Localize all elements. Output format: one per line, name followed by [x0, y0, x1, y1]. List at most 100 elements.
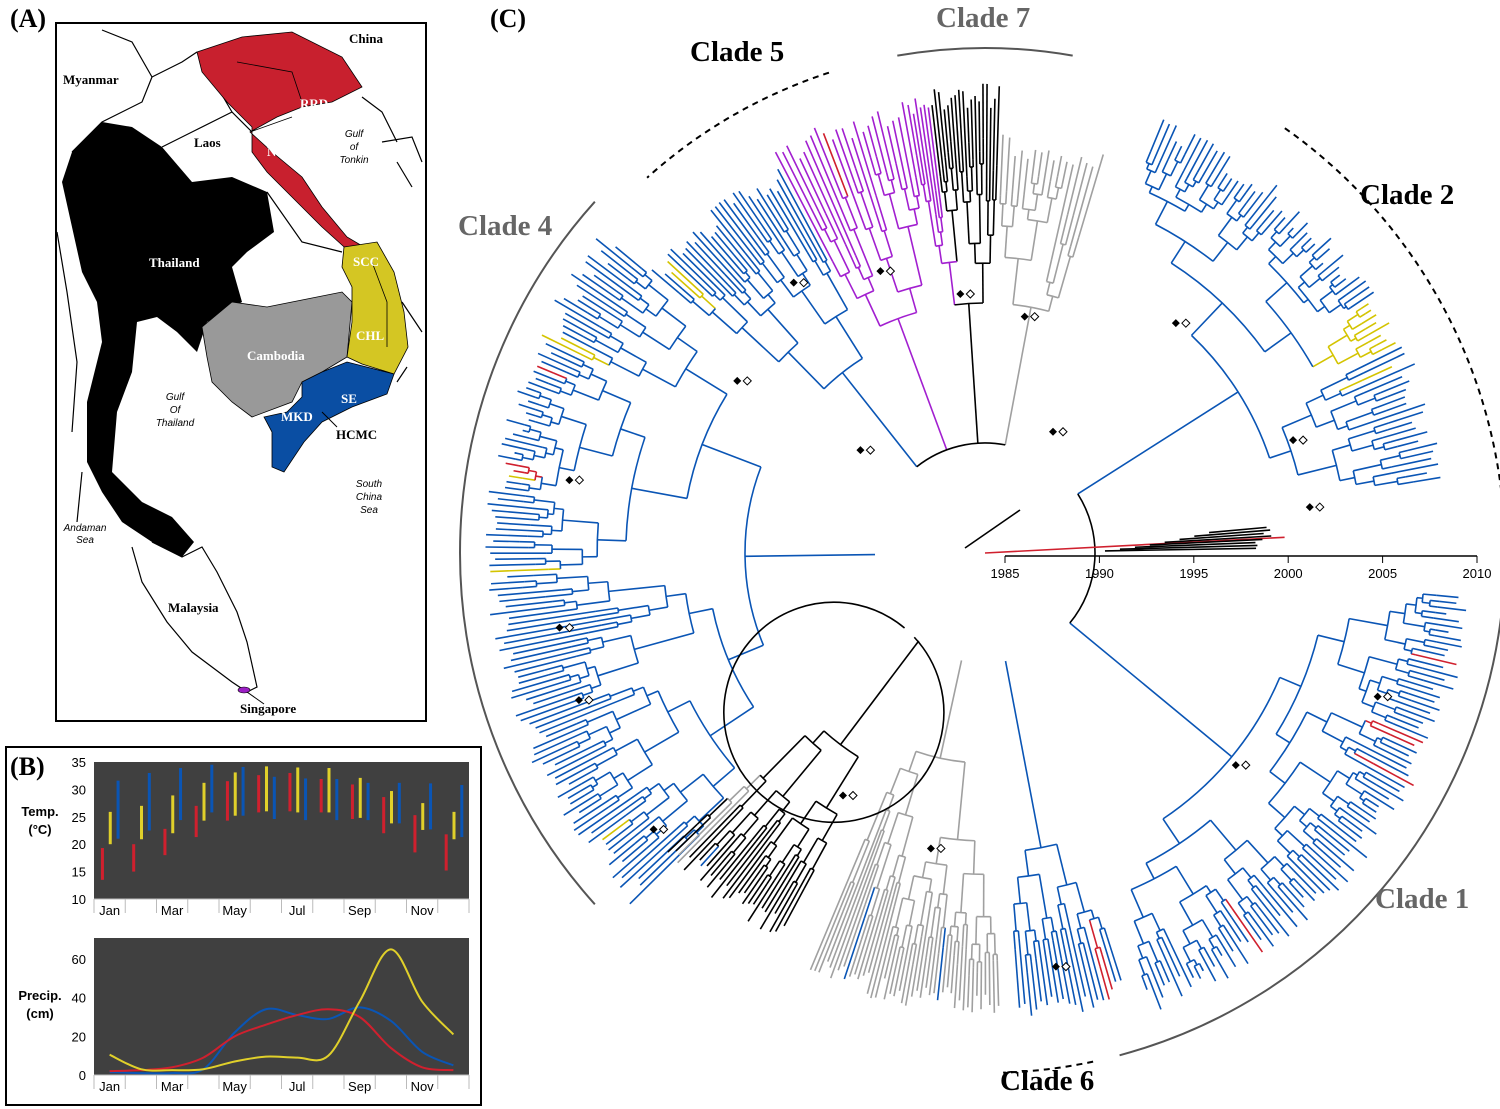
tree-branch: [560, 563, 583, 566]
tree-branch: [1046, 181, 1052, 198]
tree-branch: [1185, 963, 1190, 968]
tree-branch: [648, 284, 669, 301]
tree-branch: [1420, 610, 1424, 617]
tree-branch: [632, 686, 644, 692]
tree-branch: [1146, 163, 1150, 170]
tree-tip: [563, 796, 594, 816]
tree-tip: [943, 109, 949, 153]
tree-branch: [574, 637, 588, 642]
tree-branch: [751, 824, 765, 841]
tree-tip: [936, 947, 944, 1001]
tree-branch: [1373, 409, 1387, 416]
tree-branch: [1337, 352, 1359, 365]
tree-tip: [504, 437, 543, 449]
tree-tip: [1072, 162, 1088, 216]
tree-tip: [1428, 651, 1445, 657]
tree-branch: [909, 926, 913, 935]
tree-branch: [685, 368, 728, 395]
tree-tip: [974, 95, 978, 181]
tree-branch: [1145, 956, 1154, 974]
tree-branch: [529, 437, 540, 442]
tree-branch: [1359, 797, 1365, 802]
label-laos: Laos: [194, 135, 221, 150]
sea-south-china-2: China: [356, 492, 383, 503]
tree-branch: [1289, 242, 1297, 251]
tree-branch: [1004, 226, 1008, 258]
tree-branch: [764, 874, 769, 880]
tree-branch: [596, 753, 618, 767]
tree-branch: [1249, 225, 1254, 230]
tree-branch: [1004, 307, 1032, 446]
tree-branch: [686, 393, 728, 499]
precip-xtick-label: Mar: [161, 1079, 184, 1094]
tree-branch: [826, 272, 849, 311]
tree-branch: [908, 751, 917, 772]
tree-branch: [1321, 730, 1344, 743]
tree-branch: [746, 279, 765, 299]
tree-branch: [889, 934, 896, 957]
tree-branch: [1222, 924, 1230, 935]
tree-tip: [522, 429, 528, 433]
tree-branch: [563, 600, 566, 606]
thailand-region: [62, 122, 274, 557]
tree-branch: [1278, 225, 1287, 235]
tree-branch: [1145, 862, 1155, 880]
tree-branch: [1354, 328, 1366, 337]
tree-branch: [1220, 898, 1227, 903]
tree-branch: [1351, 444, 1374, 452]
tree-branch: [746, 301, 762, 317]
tree-branch: [565, 380, 576, 386]
tree-branch: [1429, 605, 1438, 608]
tree-branch: [956, 761, 966, 840]
tree-tip: [898, 934, 912, 991]
tree-tip: [1354, 346, 1403, 372]
tree-tip: [600, 250, 635, 277]
tree-branch: [1029, 954, 1032, 962]
tree-branch: [810, 207, 823, 231]
tree-branch: [1300, 242, 1307, 249]
tree-branch: [825, 213, 839, 240]
sea-south-china-3: Sea: [360, 505, 378, 516]
tree-branch: [1268, 255, 1277, 265]
support-diamond-open: [742, 376, 752, 386]
tree-branch: [1047, 296, 1054, 312]
tree-branch: [622, 772, 634, 789]
tree-branch: [1154, 960, 1161, 964]
tree-branch: [541, 482, 557, 487]
tree-branch: [739, 804, 744, 809]
label-china: China: [349, 31, 383, 46]
tree-branch: [1083, 927, 1089, 941]
tree-tip: [595, 238, 632, 268]
tree-tip: [612, 847, 648, 879]
tree-branch: [751, 268, 757, 275]
tree-tip: [1334, 274, 1341, 280]
tree-branch: [1076, 928, 1082, 944]
tree-branch: [833, 239, 851, 273]
tree-tip: [1142, 979, 1148, 990]
tree-branch: [522, 489, 529, 492]
tree-branch: [943, 191, 948, 212]
tree-branch: [596, 614, 631, 622]
tree-branch: [875, 829, 883, 845]
support-diamond-filled: [1020, 312, 1029, 321]
support-diamond-filled: [1289, 436, 1298, 445]
pointer-lines: [246, 411, 338, 705]
tree-root: [964, 509, 1021, 549]
label-scc: SCC: [353, 254, 379, 269]
tree-tip: [900, 961, 911, 1004]
tree-tip: [1392, 722, 1429, 739]
tree-branch: [545, 452, 554, 456]
tree-branch: [1337, 300, 1345, 309]
tree-branch: [1308, 261, 1317, 271]
tree-tip: [683, 820, 731, 871]
tree-branch: [733, 293, 745, 306]
tree-branch: [925, 861, 947, 867]
tree-branch: [1416, 596, 1423, 600]
tree-tip: [1261, 901, 1290, 937]
tree-branch: [832, 261, 842, 277]
tree-branch: [1308, 807, 1320, 817]
tree-tip: [1079, 949, 1095, 1008]
tree-tip: [732, 192, 761, 233]
clade-2-label: Clade 2: [1360, 179, 1455, 211]
tree-tip: [1435, 611, 1447, 615]
